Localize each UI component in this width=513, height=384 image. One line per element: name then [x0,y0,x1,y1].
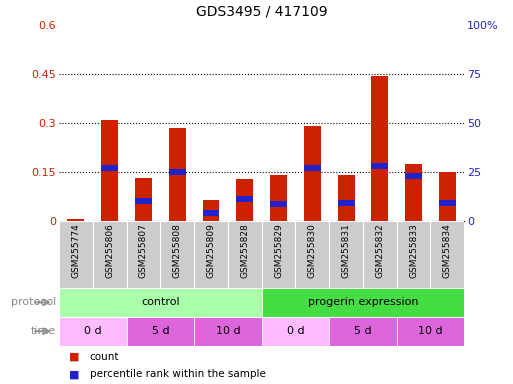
Bar [405,164,422,221]
Text: progerin expression: progerin expression [308,297,418,308]
Text: 0 d: 0 d [287,326,304,336]
Text: GDS3495 / 417109: GDS3495 / 417109 [196,5,327,18]
Bar [127,317,194,346]
Bar [270,175,287,221]
Text: ■: ■ [69,369,80,379]
Bar [397,317,464,346]
Bar [405,173,422,179]
Text: GSM255829: GSM255829 [274,223,283,278]
Bar [338,175,354,221]
Bar [371,76,388,221]
Bar [304,126,321,221]
Bar [169,169,186,175]
FancyBboxPatch shape [430,221,464,288]
Text: GSM255833: GSM255833 [409,223,418,278]
Text: GSM255831: GSM255831 [342,223,350,278]
Text: GSM255806: GSM255806 [105,223,114,278]
Bar [101,120,118,221]
Text: percentile rank within the sample: percentile rank within the sample [90,369,266,379]
Text: GSM255832: GSM255832 [376,223,384,278]
Bar [338,200,354,206]
Text: time: time [31,326,56,336]
Text: GSM255834: GSM255834 [443,223,452,278]
Bar [439,172,456,221]
Text: GSM255807: GSM255807 [139,223,148,278]
FancyBboxPatch shape [228,221,262,288]
Bar [236,179,253,221]
FancyBboxPatch shape [127,221,160,288]
Text: 10 d: 10 d [418,326,443,336]
FancyBboxPatch shape [262,221,295,288]
FancyBboxPatch shape [160,221,194,288]
FancyBboxPatch shape [194,221,228,288]
Text: GSM255830: GSM255830 [308,223,317,278]
Bar [59,288,262,317]
Bar [270,201,287,207]
Text: 0 d: 0 d [84,326,102,336]
Text: GSM255809: GSM255809 [206,223,215,278]
Bar [439,200,456,206]
FancyBboxPatch shape [93,221,127,288]
Text: control: control [141,297,180,308]
FancyBboxPatch shape [295,221,329,288]
Bar [371,163,388,169]
Text: GSM255828: GSM255828 [240,223,249,278]
Bar [135,198,152,204]
Text: GSM255808: GSM255808 [173,223,182,278]
Bar [194,317,262,346]
Text: 5 d: 5 d [354,326,372,336]
Bar [59,317,127,346]
FancyBboxPatch shape [363,221,397,288]
FancyBboxPatch shape [329,221,363,288]
Bar [67,219,84,221]
Bar [101,165,118,171]
FancyBboxPatch shape [59,221,93,288]
Text: count: count [90,352,120,362]
Bar [329,317,397,346]
Text: 5 d: 5 d [151,326,169,336]
Bar [236,196,253,202]
Text: 10 d: 10 d [215,326,240,336]
Text: protocol: protocol [11,297,56,308]
Bar [203,210,220,216]
Bar [203,200,220,221]
Text: GSM255774: GSM255774 [71,223,81,278]
FancyBboxPatch shape [397,221,430,288]
Bar [262,317,329,346]
Bar [304,165,321,171]
Bar [169,128,186,221]
Text: ■: ■ [69,352,80,362]
Bar [135,179,152,221]
Bar [262,288,464,317]
